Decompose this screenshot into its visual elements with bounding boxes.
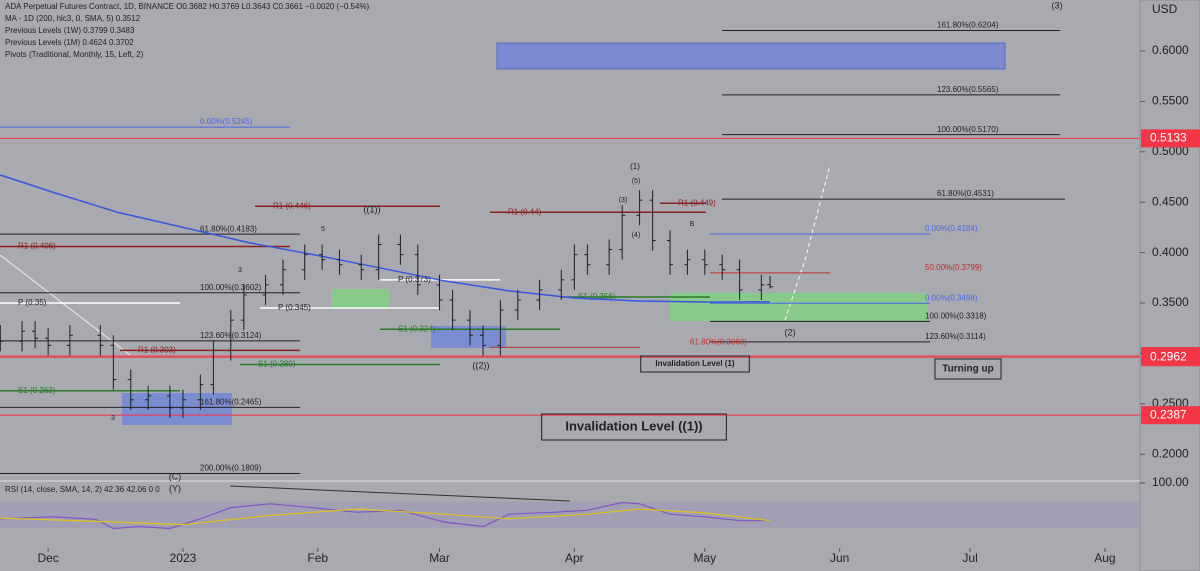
- x-tick-label: 2023: [170, 551, 197, 565]
- pivot-label: P (0.345): [278, 303, 311, 312]
- price-tag-label: 0.2387: [1150, 407, 1187, 421]
- y-tick-label: 0.4500: [1152, 194, 1189, 208]
- annotation: 3: [238, 267, 242, 274]
- y-tick-label: 0.2000: [1152, 446, 1189, 460]
- y-tick-label: 0.3500: [1152, 295, 1189, 309]
- currency: USD: [1152, 2, 1178, 16]
- price-tag: [1141, 406, 1200, 425]
- fib-label: 200.00%(0.1809): [200, 464, 262, 473]
- fib-label: 61.80%(0.4531): [937, 189, 994, 198]
- fib-label: 100.00%(0.5170): [937, 125, 999, 134]
- support-zone: [670, 293, 927, 321]
- pivot-label: R1 (0.446): [273, 201, 311, 210]
- annotation: 3: [111, 415, 115, 422]
- fib-label: 100.00%(0.3602): [200, 283, 262, 292]
- demand-zone: [431, 326, 506, 348]
- annotation: Turning up: [942, 364, 993, 375]
- x-tick-label: Jun: [830, 551, 849, 565]
- rsi-tick-label: 100.00: [1152, 475, 1189, 489]
- annotation: Invalidation Level ((1)): [565, 418, 702, 433]
- fib-label: 100.00%(0.3318): [925, 311, 987, 320]
- fib-label: 61.80%(0.4183): [200, 224, 257, 233]
- annotation: (3): [1052, 0, 1063, 10]
- pivot-label: S1 (0.356): [578, 292, 616, 301]
- pivot-label: R1 (0.406): [18, 242, 56, 251]
- x-tick-label: Feb: [307, 551, 328, 565]
- pivot-label: S1 (0.289): [258, 360, 296, 369]
- pivot-label: P (0.373): [398, 275, 431, 284]
- fib-label: 123.60%(0.3114): [925, 332, 986, 341]
- x-tick-label: Dec: [37, 551, 58, 565]
- projection-path: [784, 164, 831, 321]
- annotation-box: [640, 355, 750, 373]
- x-tick-label: Jul: [962, 551, 977, 565]
- annotation-box: [541, 413, 727, 441]
- fib-label: 123.60%(0.5565): [937, 85, 999, 94]
- fib-label: 0.00%(0.3498): [925, 293, 978, 302]
- annotation-box: [934, 358, 1002, 380]
- pivot-label: R1 (0.303): [138, 345, 176, 354]
- header-line: Previous Levels (1M) 0.4624 0.3702: [5, 38, 134, 47]
- annotation: (C): [169, 471, 182, 481]
- pivot-label: R1 (0.449): [678, 198, 716, 207]
- support-zone: [331, 289, 389, 309]
- rsi-ma-line: [0, 508, 771, 526]
- price-tag-label: 0.2962: [1150, 349, 1187, 363]
- annotation: (4): [632, 232, 641, 239]
- annotation: (Y): [169, 483, 181, 493]
- pivot-label: S1 (0.263): [18, 386, 56, 395]
- header-line: Previous Levels (1W) 0.3799 0.3483: [5, 26, 135, 35]
- fib-label: 0.00%(0.4184): [925, 224, 978, 233]
- price-axis: [1139, 0, 1200, 571]
- rsi-title: RSI (14, close, SMA, 14, 2) 42.36 42.06 …: [5, 485, 160, 494]
- trend-line: [0, 254, 131, 356]
- demand-zone: [122, 393, 232, 425]
- fib-label: 50.00%(0.3799): [925, 263, 982, 272]
- annotation: B: [690, 221, 695, 228]
- fib-label: 61.80%(0.3060): [690, 337, 747, 346]
- fib-label: 0.00%(0.5245): [200, 117, 253, 126]
- annotation: Invalidation Level (1): [655, 359, 734, 368]
- divergence-line: [229, 485, 571, 502]
- x-tick-label: Apr: [565, 551, 584, 565]
- y-tick-label: 0.5500: [1152, 94, 1189, 108]
- price-tag: [1141, 129, 1200, 148]
- annotation: 5: [321, 226, 325, 233]
- header-line: Pivots (Traditional, Monthly, 15, Left, …: [5, 50, 144, 59]
- y-tick-label: 0.5000: [1152, 144, 1189, 158]
- fib-label: 161.80%(0.6204): [937, 21, 999, 30]
- fib-label: 161.80%(0.2465): [200, 397, 262, 406]
- target-zone: [496, 42, 1006, 70]
- annotation: ((2)): [473, 360, 490, 370]
- y-tick-label: 0.6000: [1152, 43, 1189, 57]
- price-tag: [1141, 348, 1200, 367]
- annotation: ((1)): [364, 204, 381, 214]
- pivot-label: R1 (0.44): [508, 207, 542, 216]
- x-tick-label: Aug: [1094, 551, 1115, 565]
- annotation: (2): [785, 327, 796, 337]
- pivot-label: P (0.35): [18, 298, 47, 307]
- x-tick-label: May: [693, 551, 716, 565]
- annotation: (3): [619, 197, 628, 204]
- x-tick-label: Mar: [429, 551, 450, 565]
- rsi-line: [0, 501, 771, 530]
- header-line: MA - 1D (200, hlc3, 0, SMA, 5) 0.3512: [5, 14, 141, 23]
- annotation: (5): [632, 178, 641, 185]
- annotation: (1): [630, 162, 640, 171]
- pivot-label: S1 (0.324): [398, 324, 436, 333]
- header-line: ADA Perpetual Futures Contract, 1D, BINA…: [5, 2, 370, 11]
- price-tag-label: 0.5133: [1150, 131, 1187, 145]
- y-tick-label: 0.4000: [1152, 245, 1189, 259]
